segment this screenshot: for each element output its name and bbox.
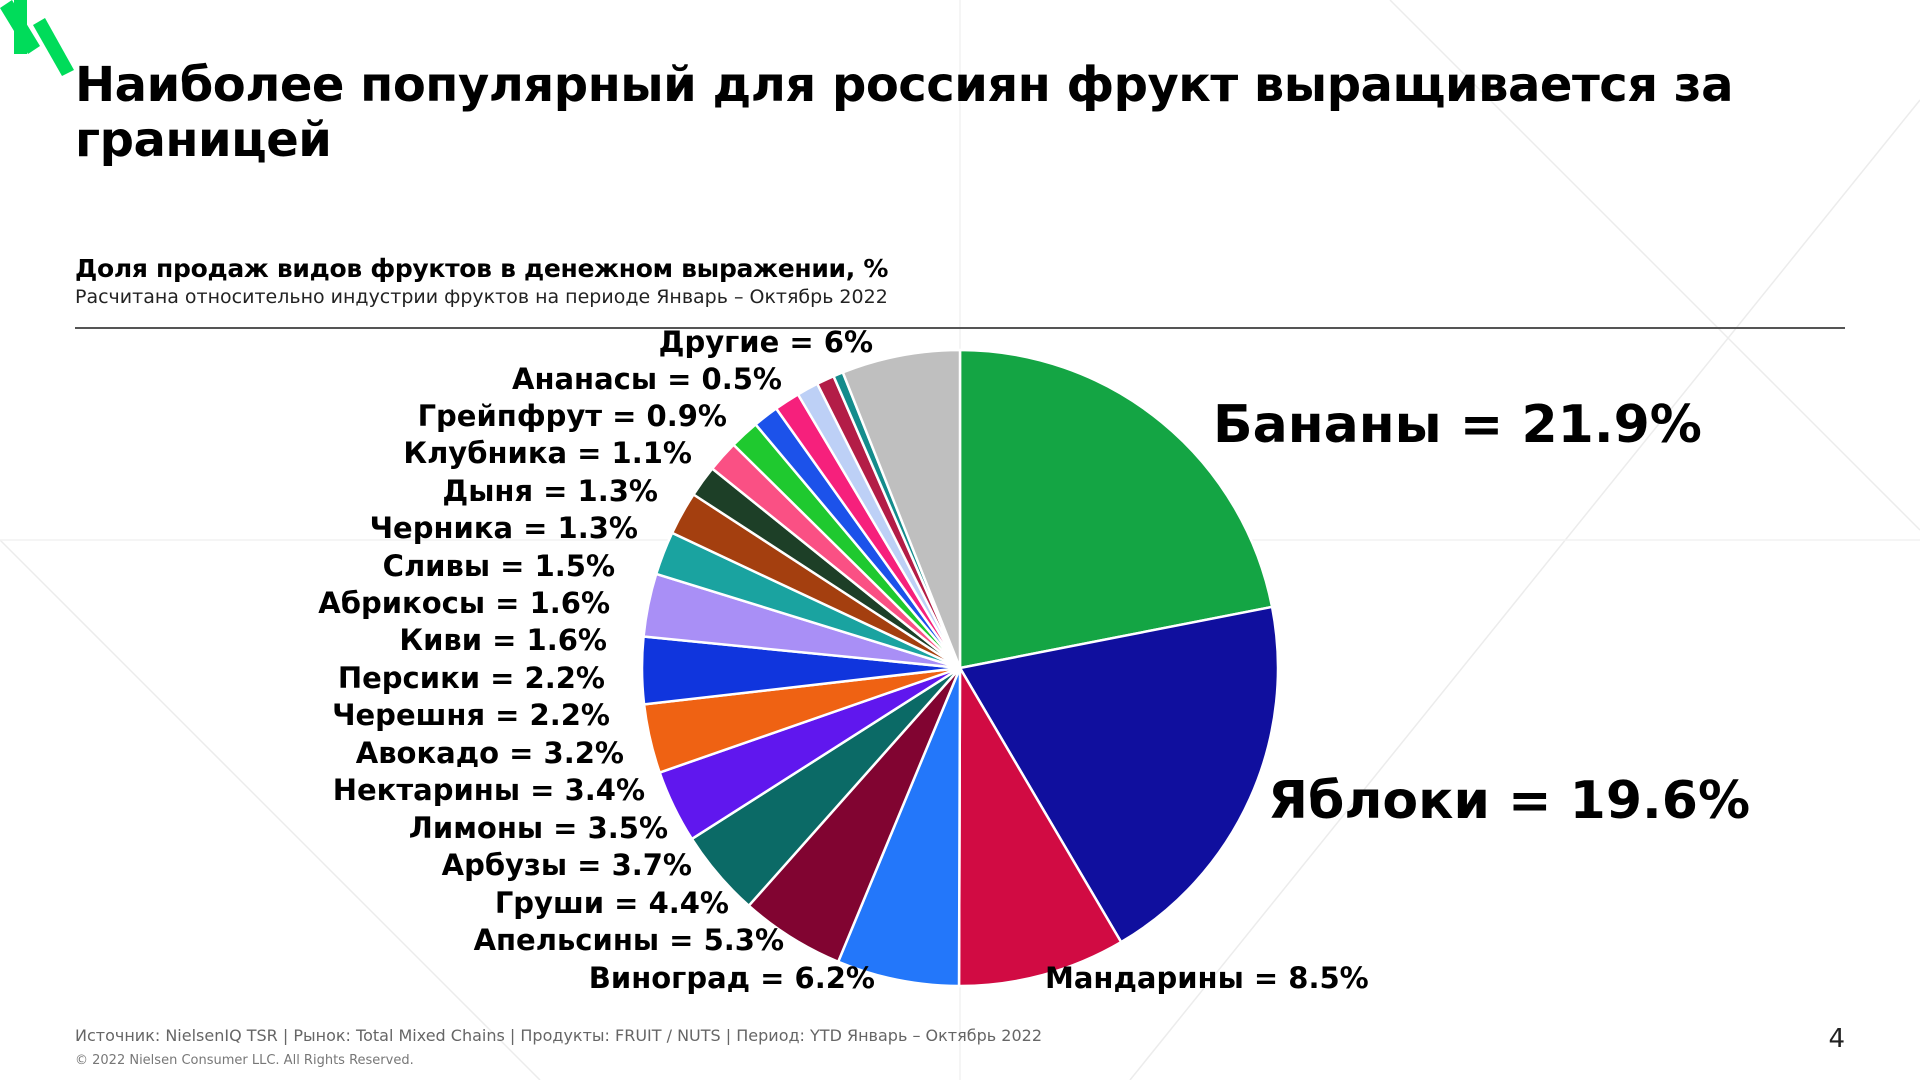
slice-label: Лимоны = 3.5% [409,811,668,845]
chart-subtitle: Расчитана относительно индустрии фруктов… [75,286,888,308]
pie-slice [958,605,1280,944]
slice-label: Персики = 2.2% [338,661,605,695]
pie-slice [958,348,1274,670]
divider [75,327,1845,329]
slice-label: Черешня = 2.2% [332,698,610,732]
pie-slice [836,666,962,988]
slice-label: Апельсины = 5.3% [474,923,784,957]
slice-label: Киви = 1.6% [399,623,607,657]
slice-label: Груши = 4.4% [495,886,729,920]
slice-label: Ананасы = 0.5% [512,362,782,396]
slice-label: Клубника = 1.1% [403,436,692,470]
slice-label: Черника = 1.3% [370,511,638,545]
slice-label: Дыня = 1.3% [442,474,658,508]
slice-label: Авокадо = 3.2% [356,736,624,770]
pie-slice [841,348,962,670]
source-footnote: Источник: NielsenIQ TSR | Рынок: Total M… [75,1026,1042,1045]
slice-label: Абрикосы = 1.6% [318,586,610,620]
slice-label: Мандарины = 8.5% [1045,961,1369,995]
slice-label: Яблоки = 19.6% [1268,771,1750,831]
copyright-text: © 2022 Nielsen Consumer LLC. All Rights … [75,1053,414,1068]
pie-slice [957,666,1123,988]
page-number: 4 [1828,1024,1845,1054]
slice-label: Виноград = 6.2% [589,961,875,995]
chart-title: Доля продаж видов фруктов в денежном выр… [75,254,889,283]
slice-label: Арбузы = 3.7% [442,848,692,882]
slice-label: Нектарины = 3.4% [333,773,645,807]
slice-label: Грейпфрут = 0.9% [418,399,727,433]
nielseniq-logo-icon [0,0,74,76]
page-title: Наиболее популярный для россиян фрукт вы… [75,57,1734,168]
slice-label: Сливы = 1.5% [383,549,615,583]
slice-label: Другие = 6% [659,325,873,359]
slice-label: Бананы = 21.9% [1213,395,1702,455]
